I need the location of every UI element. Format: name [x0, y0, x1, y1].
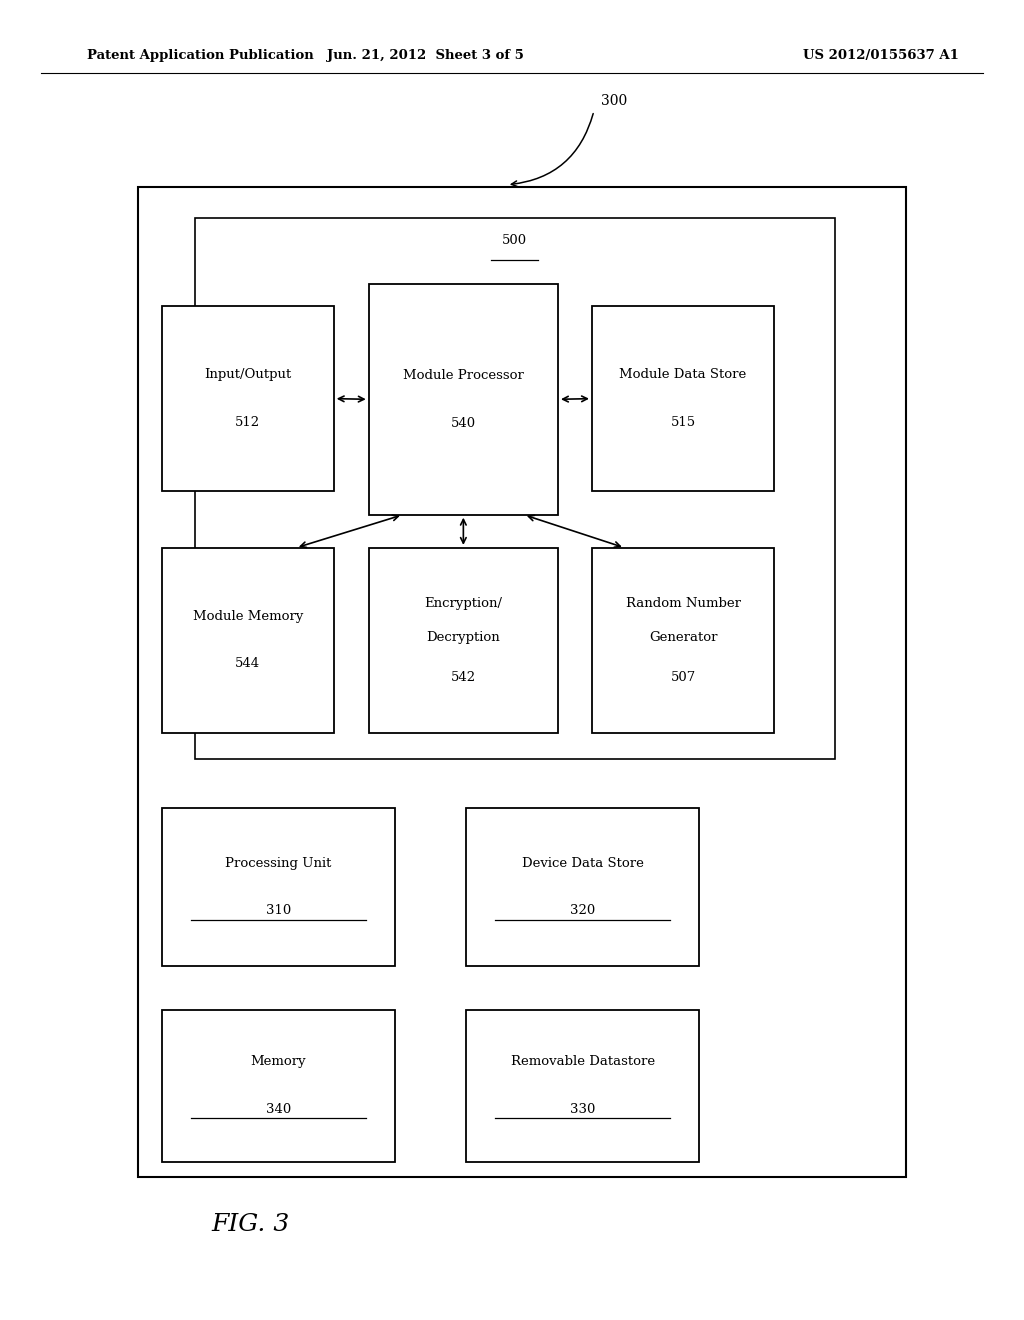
Text: Memory: Memory: [251, 1056, 306, 1068]
Text: 544: 544: [236, 657, 260, 671]
Text: Module Data Store: Module Data Store: [620, 368, 746, 381]
Text: 310: 310: [266, 904, 291, 917]
Text: Processing Unit: Processing Unit: [225, 857, 332, 870]
Text: FIG. 3: FIG. 3: [212, 1213, 290, 1237]
Bar: [162, 306, 334, 491]
Bar: [195, 218, 835, 759]
Text: 540: 540: [451, 417, 476, 429]
Bar: [138, 187, 906, 1177]
Text: Random Number: Random Number: [626, 597, 740, 610]
Text: Module Memory: Module Memory: [193, 610, 303, 623]
Text: Removable Datastore: Removable Datastore: [511, 1056, 654, 1068]
Text: 300: 300: [601, 94, 628, 108]
Text: Input/Output: Input/Output: [204, 368, 292, 381]
Text: Patent Application Publication: Patent Application Publication: [87, 49, 313, 62]
Text: 500: 500: [502, 234, 527, 247]
Bar: [162, 808, 395, 966]
Bar: [466, 808, 699, 966]
Text: Module Processor: Module Processor: [402, 370, 524, 381]
Bar: [369, 284, 558, 515]
Text: 512: 512: [236, 416, 260, 429]
Text: 320: 320: [570, 904, 595, 917]
Text: Generator: Generator: [649, 631, 717, 644]
Text: 340: 340: [266, 1104, 291, 1115]
Text: US 2012/0155637 A1: US 2012/0155637 A1: [803, 49, 958, 62]
Bar: [592, 306, 774, 491]
Bar: [592, 548, 774, 733]
Text: 515: 515: [671, 416, 695, 429]
Text: Device Data Store: Device Data Store: [521, 857, 644, 870]
Text: Jun. 21, 2012  Sheet 3 of 5: Jun. 21, 2012 Sheet 3 of 5: [327, 49, 523, 62]
Bar: [466, 1010, 699, 1162]
Text: 542: 542: [451, 671, 476, 684]
Text: Encryption/: Encryption/: [424, 597, 503, 610]
Bar: [162, 548, 334, 733]
Bar: [162, 1010, 395, 1162]
Text: Decryption: Decryption: [426, 631, 501, 644]
Text: 330: 330: [570, 1104, 595, 1115]
Text: 507: 507: [671, 671, 695, 684]
Bar: [369, 548, 558, 733]
